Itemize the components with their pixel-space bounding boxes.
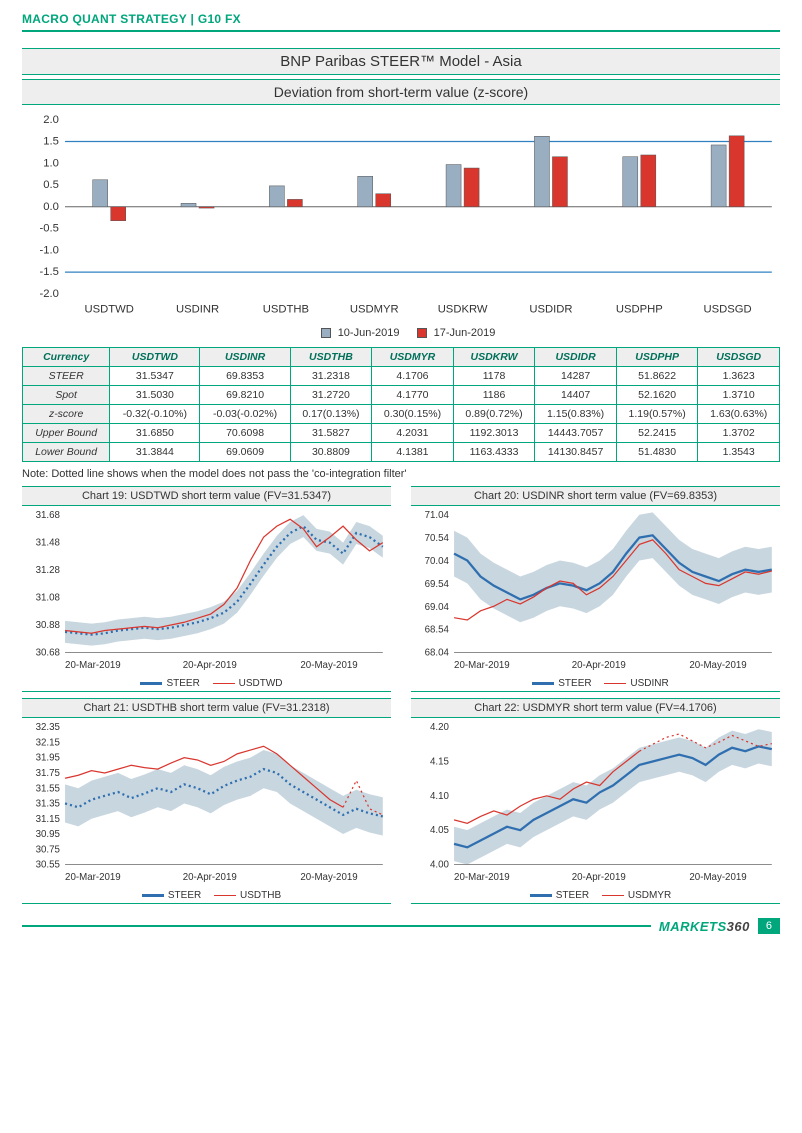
svg-text:USDTHB: USDTHB (263, 303, 309, 315)
mini-chart-title: Chart 20: USDINR short term value (FV=69… (411, 486, 780, 506)
mini-chart-body: 68.04 68.54 69.04 69.54 70.04 70.54 71.04 20-Ma… (411, 506, 780, 676)
svg-text:-1.5: -1.5 (39, 266, 58, 278)
table-note: Note: Dotted line shows when the model d… (22, 468, 780, 480)
svg-text:30.68: 30.68 (36, 648, 60, 659)
svg-text:20-Mar-2019: 20-Mar-2019 (65, 660, 121, 671)
svg-text:4.10: 4.10 (430, 791, 450, 802)
svg-text:30.75: 30.75 (36, 844, 60, 855)
svg-text:4.00: 4.00 (430, 860, 450, 871)
mini-chart-legend: STEER USDINR (411, 676, 780, 689)
svg-text:32.15: 32.15 (36, 737, 60, 748)
svg-text:20-May-2019: 20-May-2019 (689, 660, 746, 671)
mini-chart-legend: STEER USDTWD (22, 676, 391, 689)
mini-chart-body: 30.68 30.88 31.08 31.28 31.48 31.68 20-Mar-201… (22, 506, 391, 676)
svg-text:30.95: 30.95 (36, 829, 60, 840)
svg-text:31.08: 31.08 (36, 593, 60, 604)
svg-text:31.15: 31.15 (36, 814, 60, 825)
svg-text:USDTWD: USDTWD (85, 303, 134, 315)
svg-text:20-Apr-2019: 20-Apr-2019 (572, 660, 626, 671)
svg-text:-0.5: -0.5 (39, 223, 58, 235)
mini-chart-title: Chart 22: USDMYR short term value (FV=4.… (411, 698, 780, 718)
data-table: CurrencyUSDTWDUSDINRUSDTHBUSDMYRUSDKRWUS… (22, 347, 780, 462)
svg-text:20-May-2019: 20-May-2019 (689, 872, 746, 883)
mini-chart-title: Chart 21: USDTHB short term value (FV=31… (22, 698, 391, 718)
svg-text:69.54: 69.54 (425, 579, 450, 590)
svg-text:USDMYR: USDMYR (350, 303, 399, 315)
legend-swatch-2 (417, 328, 427, 338)
svg-text:30.88: 30.88 (36, 620, 60, 631)
svg-text:USDPHP: USDPHP (616, 303, 663, 315)
mini-chart-body: 4.00 4.05 4.10 4.15 4.20 20-Mar-2019 20-Apr-20… (411, 718, 780, 888)
svg-text:-2.0: -2.0 (39, 288, 58, 300)
mini-chart-title: Chart 19: USDTWD short term value (FV=31… (22, 486, 391, 506)
svg-text:1.5: 1.5 (43, 136, 59, 148)
svg-text:4.15: 4.15 (430, 757, 449, 768)
brand-left: MARKETS (659, 919, 727, 934)
svg-text:4.05: 4.05 (430, 825, 449, 836)
svg-text:20-Mar-2019: 20-Mar-2019 (65, 872, 121, 883)
svg-text:USDSGD: USDSGD (704, 303, 752, 315)
legend-swatch-1 (321, 328, 331, 338)
svg-text:71.04: 71.04 (425, 510, 450, 521)
svg-text:68.54: 68.54 (425, 625, 450, 636)
svg-text:0.0: 0.0 (43, 201, 59, 213)
svg-text:69.04: 69.04 (425, 602, 450, 613)
mini-chart-legend: STEER USDMYR (411, 888, 780, 901)
svg-text:31.95: 31.95 (36, 753, 60, 764)
svg-text:32.35: 32.35 (36, 722, 60, 733)
svg-text:20-Mar-2019: 20-Mar-2019 (454, 872, 510, 883)
bar-chart-legend: 10-Jun-2019 17-Jun-2019 (22, 327, 780, 339)
sub-title: Deviation from short-term value (z-score… (22, 79, 780, 105)
page-header: MACRO QUANT STRATEGY | G10 FX (22, 12, 780, 32)
svg-text:31.55: 31.55 (36, 783, 60, 794)
mini-chart: Chart 22: USDMYR short term value (FV=4.… (411, 698, 780, 904)
svg-text:20-Mar-2019: 20-Mar-2019 (454, 660, 510, 671)
svg-text:31.28: 31.28 (36, 565, 60, 576)
svg-text:31.35: 31.35 (36, 799, 60, 810)
page-number: 6 (758, 918, 780, 934)
footer-brand: MARKETS360 (659, 919, 750, 934)
mini-chart: Chart 21: USDTHB short term value (FV=31… (22, 698, 391, 904)
charts-grid: Chart 19: USDTWD short term value (FV=31… (22, 486, 780, 904)
svg-text:20-Apr-2019: 20-Apr-2019 (183, 660, 237, 671)
svg-text:0.5: 0.5 (43, 179, 59, 191)
svg-text:31.48: 31.48 (36, 538, 60, 549)
footer-rule (22, 925, 651, 927)
svg-text:30.55: 30.55 (36, 860, 60, 871)
svg-text:68.04: 68.04 (425, 648, 450, 659)
mini-chart-legend: STEER USDTHB (22, 888, 391, 901)
bar-chart: -2.0 -1.5 -1.0 -0.5 0.0 0.5 1.0 1.5 2.0 USDTWD USD… (22, 111, 780, 321)
svg-text:USDKRW: USDKRW (438, 303, 488, 315)
mini-chart: Chart 20: USDINR short term value (FV=69… (411, 486, 780, 692)
main-title: BNP Paribas STEER™ Model - Asia (22, 48, 780, 75)
brand-right: 360 (727, 919, 750, 934)
svg-text:20-Apr-2019: 20-Apr-2019 (572, 872, 626, 883)
svg-text:70.04: 70.04 (425, 556, 450, 567)
svg-text:20-May-2019: 20-May-2019 (300, 660, 357, 671)
svg-text:20-Apr-2019: 20-Apr-2019 (183, 872, 237, 883)
legend-label-1: 10-Jun-2019 (338, 327, 400, 339)
svg-text:4.20: 4.20 (430, 722, 450, 733)
svg-text:31.68: 31.68 (36, 510, 60, 521)
svg-text:2.0: 2.0 (43, 114, 59, 126)
page-footer: MARKETS360 6 (22, 918, 780, 934)
legend-label-2: 17-Jun-2019 (434, 327, 496, 339)
svg-text:70.54: 70.54 (425, 533, 450, 544)
svg-text:20-May-2019: 20-May-2019 (300, 872, 357, 883)
svg-text:31.75: 31.75 (36, 768, 60, 779)
mini-chart: Chart 19: USDTWD short term value (FV=31… (22, 486, 391, 692)
svg-text:-1.0: -1.0 (39, 244, 58, 256)
svg-text:USDINR: USDINR (176, 303, 219, 315)
svg-text:1.0: 1.0 (43, 157, 59, 169)
svg-text:USDIDR: USDIDR (529, 303, 572, 315)
mini-chart-body: 30.55 30.75 30.95 31.15 31.35 31.55 31.75 31.95… (22, 718, 391, 888)
